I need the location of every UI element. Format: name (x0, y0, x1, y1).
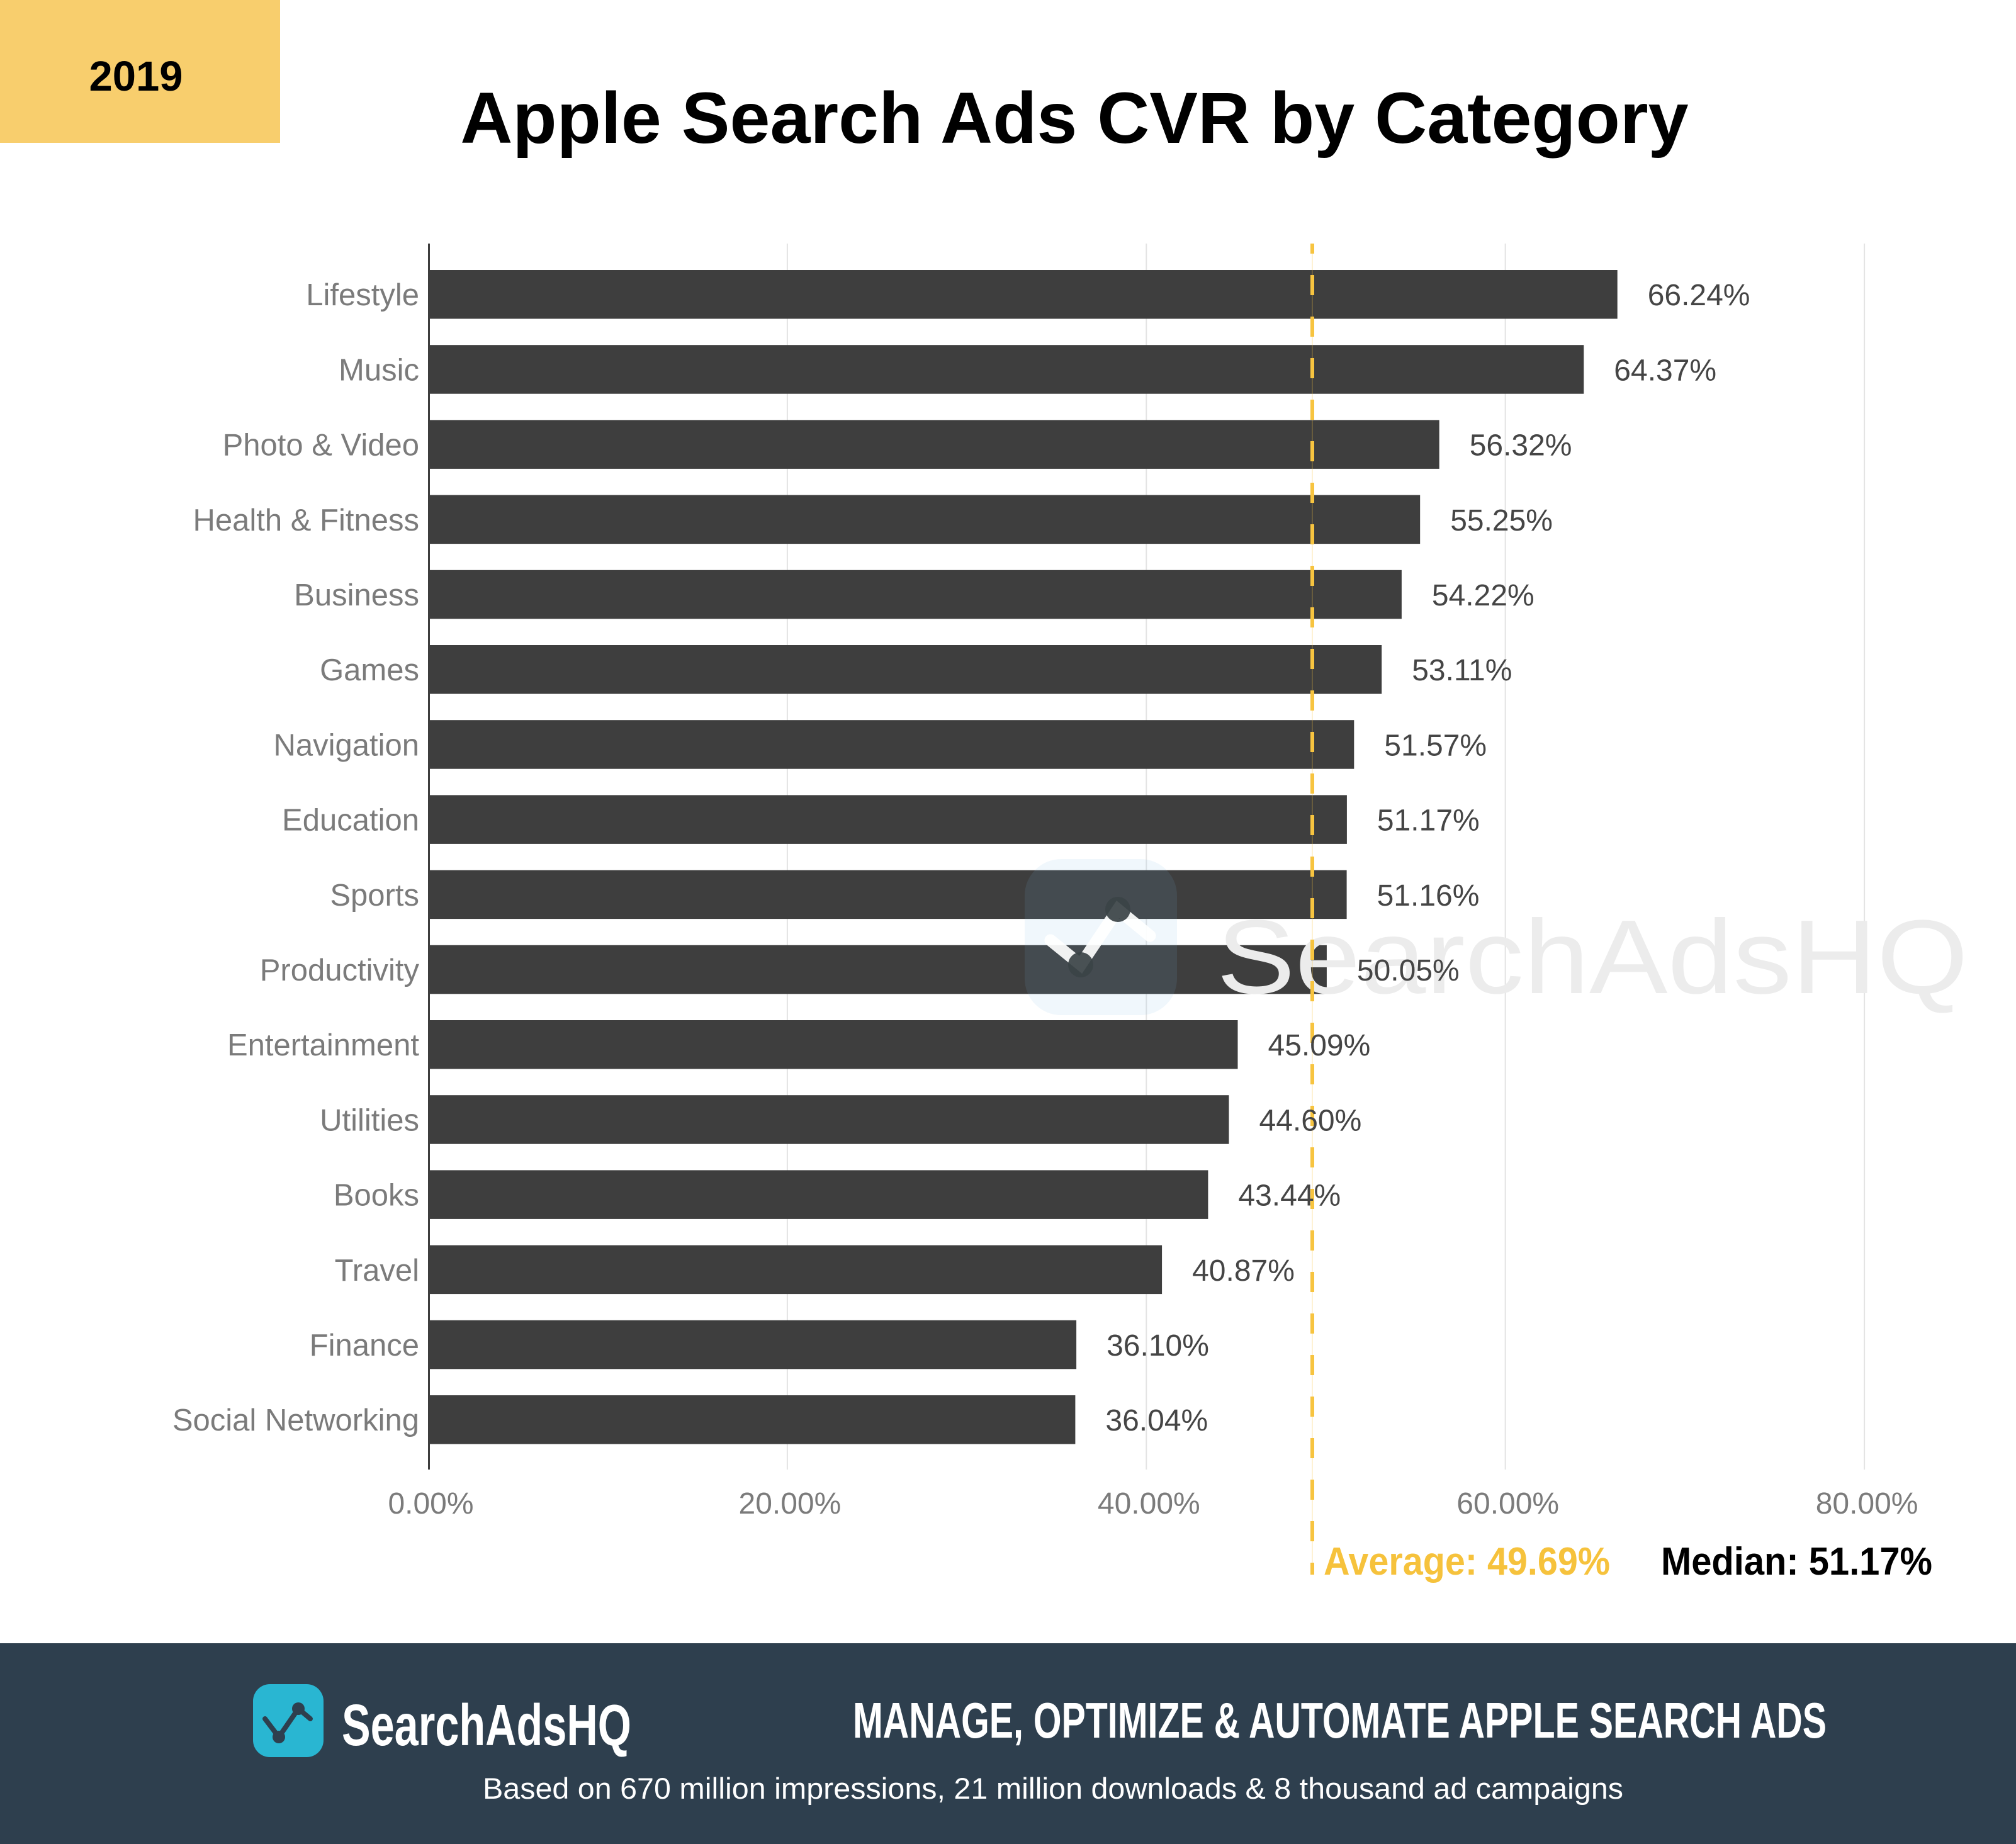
svg-text:Median: 51.17%: Median: 51.17% (1661, 1540, 1932, 1583)
svg-text:Health & Fitness: Health & Fitness (193, 503, 420, 537)
svg-text:51.57%: 51.57% (1384, 729, 1487, 763)
svg-text:Sports: Sports (330, 879, 419, 913)
svg-text:51.16%: 51.16% (1377, 879, 1480, 913)
svg-text:2019: 2019 (89, 53, 183, 100)
svg-text:Business: Business (294, 578, 419, 612)
svg-text:Based on 670 million impressio: Based on 670 million impressions, 21 mil… (483, 1772, 1623, 1805)
svg-text:SearchAdsHQ: SearchAdsHQ (1217, 899, 1968, 1016)
svg-text:54.22%: 54.22% (1432, 579, 1535, 612)
svg-text:56.32%: 56.32% (1470, 429, 1572, 463)
svg-text:Games: Games (320, 653, 419, 687)
svg-text:Entertainment: Entertainment (227, 1028, 419, 1062)
svg-text:45.09%: 45.09% (1268, 1029, 1371, 1062)
svg-text:Music: Music (339, 354, 419, 388)
svg-text:50.05%: 50.05% (1357, 954, 1460, 987)
svg-text:Productivity: Productivity (260, 953, 420, 987)
svg-text:Apple Search Ads CVR by Catego: Apple Search Ads CVR by Category (460, 78, 1688, 159)
svg-text:53.11%: 53.11% (1412, 654, 1512, 687)
svg-text:64.37%: 64.37% (1614, 354, 1716, 388)
svg-text:66.24%: 66.24% (1648, 279, 1750, 312)
svg-text:Navigation: Navigation (273, 729, 419, 763)
svg-text:Finance: Finance (310, 1329, 419, 1363)
svg-text:80.00%: 80.00% (1816, 1487, 1918, 1521)
svg-text:55.25%: 55.25% (1450, 504, 1553, 537)
svg-text:60.00%: 60.00% (1456, 1487, 1559, 1521)
svg-text:Lifestyle: Lifestyle (306, 278, 419, 312)
svg-text:Social Networking: Social Networking (172, 1403, 419, 1437)
svg-text:51.17%: 51.17% (1377, 804, 1480, 838)
svg-text:36.10%: 36.10% (1107, 1329, 1209, 1363)
svg-text:40.87%: 40.87% (1192, 1254, 1295, 1288)
svg-text:36.04%: 36.04% (1105, 1404, 1208, 1437)
svg-text:Utilities: Utilities (320, 1104, 419, 1138)
svg-text:20.00%: 20.00% (739, 1487, 842, 1521)
svg-text:0.00%: 0.00% (388, 1487, 473, 1521)
svg-text:40.00%: 40.00% (1098, 1487, 1200, 1521)
svg-text:Travel: Travel (335, 1254, 419, 1288)
svg-text:43.44%: 43.44% (1238, 1179, 1341, 1213)
svg-text:Books: Books (334, 1179, 419, 1213)
svg-text:44.60%: 44.60% (1259, 1105, 1362, 1138)
svg-text:SearchAdsHQ: SearchAdsHQ (342, 1692, 631, 1758)
svg-text:Average: 49.69%: Average: 49.69% (1324, 1540, 1610, 1583)
svg-text:Education: Education (282, 804, 419, 838)
svg-text:MANAGE, OPTIMIZE & AUTOMATE AP: MANAGE, OPTIMIZE & AUTOMATE APPLE SEARCH… (853, 1692, 1827, 1748)
svg-text:Photo & Video: Photo & Video (223, 429, 419, 463)
